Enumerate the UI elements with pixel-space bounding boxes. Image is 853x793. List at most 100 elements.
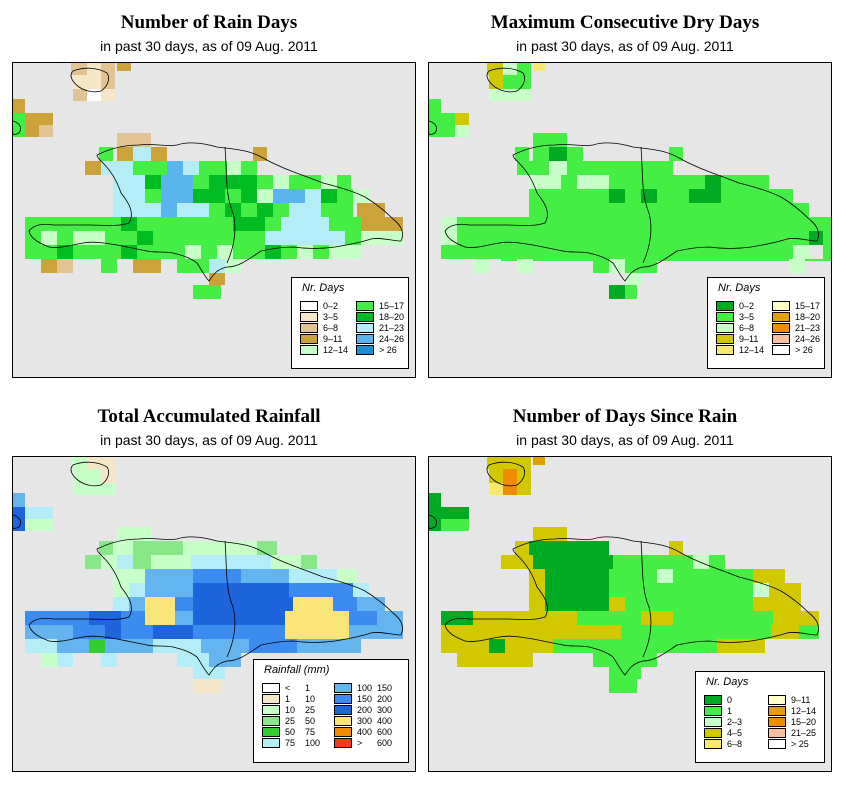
legend-item: 2–3 bbox=[704, 716, 742, 727]
legend-swatch bbox=[772, 300, 790, 311]
legend-item: 75 100 bbox=[262, 737, 320, 748]
legend-label: 6–8 bbox=[739, 322, 755, 333]
panel-title: Number of Days Since Rain bbox=[512, 406, 738, 427]
legend-swatch bbox=[334, 682, 352, 693]
legend-swatch bbox=[772, 322, 790, 333]
legend-item: 100 150 bbox=[334, 682, 392, 693]
legend-item: 18–20 bbox=[772, 311, 820, 322]
map-frame: Rainfall (mm) <1 1 10 10 25 25 50 50 75 75 100 100 1… bbox=[12, 456, 416, 772]
legend-item: 25 50 bbox=[262, 715, 315, 726]
legend-label-low: 200 bbox=[357, 704, 373, 715]
legend-item: >600 bbox=[334, 737, 392, 748]
legend-label: 24–26 bbox=[379, 333, 405, 344]
legend-item: 1 bbox=[704, 705, 732, 716]
panel-title: Maximum Consecutive Dry Days bbox=[490, 12, 760, 33]
legend-label: 3–5 bbox=[323, 311, 339, 322]
legend-label-low: 1 bbox=[285, 693, 291, 704]
legend-swatch bbox=[262, 726, 280, 737]
legend-label: 9–11 bbox=[739, 333, 759, 344]
map-frame: Nr. Days 0–2 3–5 6–8 9–11 12–14 15–17 18–20 21–… bbox=[12, 62, 416, 378]
legend-swatch bbox=[262, 704, 280, 715]
legend-item: 21–23 bbox=[772, 322, 820, 333]
rain-days-map bbox=[13, 63, 403, 299]
legend-item: 50 75 bbox=[262, 726, 315, 737]
panel-total-rainfall: Total Accumulated Rainfall in past 30 da… bbox=[0, 394, 418, 784]
legend-swatch bbox=[704, 727, 722, 738]
legend-label: 12–14 bbox=[791, 705, 817, 716]
legend-title: Nr. Days bbox=[706, 676, 749, 688]
legend-item: 3–5 bbox=[716, 311, 754, 322]
panel-subtitle: in past 30 days, as of 09 Aug. 2011 bbox=[516, 38, 734, 54]
legend-label-low: 300 bbox=[357, 715, 373, 726]
panel-rain-days: Number of Rain Days in past 30 days, as … bbox=[0, 0, 418, 390]
legend-swatch bbox=[262, 682, 280, 693]
legend-swatch bbox=[768, 738, 786, 749]
legend-label: 24–26 bbox=[795, 333, 821, 344]
legend-label-high: 600 bbox=[377, 737, 393, 748]
legend-label-high: 25 bbox=[305, 704, 316, 715]
legend-item: 1 10 bbox=[262, 693, 315, 704]
legend-label: 12–14 bbox=[323, 344, 349, 355]
legend-title: Nr. Days bbox=[302, 282, 345, 294]
legend-label-low: 10 bbox=[285, 704, 296, 715]
legend-swatch bbox=[704, 738, 722, 749]
legend: Nr. Days 0–2 3–5 6–8 9–11 12–14 15–17 18–20 21–… bbox=[707, 277, 825, 369]
legend-item: 12–14 bbox=[768, 705, 816, 716]
legend-item: 0–2 bbox=[300, 300, 338, 311]
legend-label: > 26 bbox=[379, 344, 397, 355]
legend: Rainfall (mm) <1 1 10 10 25 25 50 50 75 75 100 100 1… bbox=[253, 659, 409, 763]
grid-cells bbox=[13, 63, 403, 299]
legend-label: 3–5 bbox=[739, 311, 755, 322]
legend-label-high: 150 bbox=[377, 682, 393, 693]
legend-label: 9–11 bbox=[323, 333, 343, 344]
legend-label: 21–23 bbox=[795, 322, 821, 333]
legend-swatch bbox=[262, 693, 280, 704]
legend-title: Rainfall (mm) bbox=[264, 664, 330, 676]
legend-swatch bbox=[768, 716, 786, 727]
legend-swatch bbox=[334, 726, 352, 737]
legend-item: 4–5 bbox=[704, 727, 742, 738]
legend-item: > 26 bbox=[772, 344, 813, 355]
legend-swatch bbox=[262, 715, 280, 726]
legend-label: 0–2 bbox=[739, 300, 755, 311]
legend-label: 15–20 bbox=[791, 716, 817, 727]
legend-label: 18–20 bbox=[795, 311, 821, 322]
legend-label-low: 400 bbox=[357, 726, 373, 737]
legend-label: 6–8 bbox=[323, 322, 339, 333]
legend-item: 21–25 bbox=[768, 727, 816, 738]
legend-item: 3–5 bbox=[300, 311, 338, 322]
panel-max-dry-days: Maximum Consecutive Dry Days in past 30 … bbox=[416, 0, 834, 390]
legend-label: 18–20 bbox=[379, 311, 405, 322]
legend-item: 15–17 bbox=[772, 300, 820, 311]
legend-item: 300 400 bbox=[334, 715, 392, 726]
legend-swatch bbox=[768, 694, 786, 705]
days-since-rain-map bbox=[429, 457, 819, 693]
coastline bbox=[429, 461, 819, 676]
legend-swatch bbox=[716, 344, 734, 355]
legend-item: 6–8 bbox=[300, 322, 338, 333]
legend-label: 2–3 bbox=[727, 716, 743, 727]
legend-swatch bbox=[772, 333, 790, 344]
legend-label-low: > bbox=[357, 737, 363, 748]
legend-item: > 25 bbox=[768, 738, 809, 749]
legend-swatch bbox=[768, 705, 786, 716]
legend-item: <1 bbox=[262, 682, 310, 693]
legend-item: 18–20 bbox=[356, 311, 404, 322]
legend-swatch bbox=[356, 311, 374, 322]
legend-item: > 26 bbox=[356, 344, 397, 355]
legend-swatch bbox=[704, 705, 722, 716]
legend-label-high: 200 bbox=[377, 693, 393, 704]
legend-swatch bbox=[356, 344, 374, 355]
legend-swatch bbox=[716, 300, 734, 311]
legend-label-low: 100 bbox=[357, 682, 373, 693]
legend-swatch bbox=[300, 311, 318, 322]
legend-swatch bbox=[356, 322, 374, 333]
legend-item: 12–14 bbox=[300, 344, 348, 355]
map-frame: Nr. Days 0–2 3–5 6–8 9–11 12–14 15–17 18–20 21–… bbox=[428, 62, 832, 378]
legend-swatch bbox=[772, 311, 790, 322]
total-rainfall-map bbox=[13, 457, 403, 693]
legend-label: 12–14 bbox=[739, 344, 765, 355]
legend-label: 6–8 bbox=[727, 738, 743, 749]
legend-item: 15–17 bbox=[356, 300, 404, 311]
legend-item: 15–20 bbox=[768, 716, 816, 727]
